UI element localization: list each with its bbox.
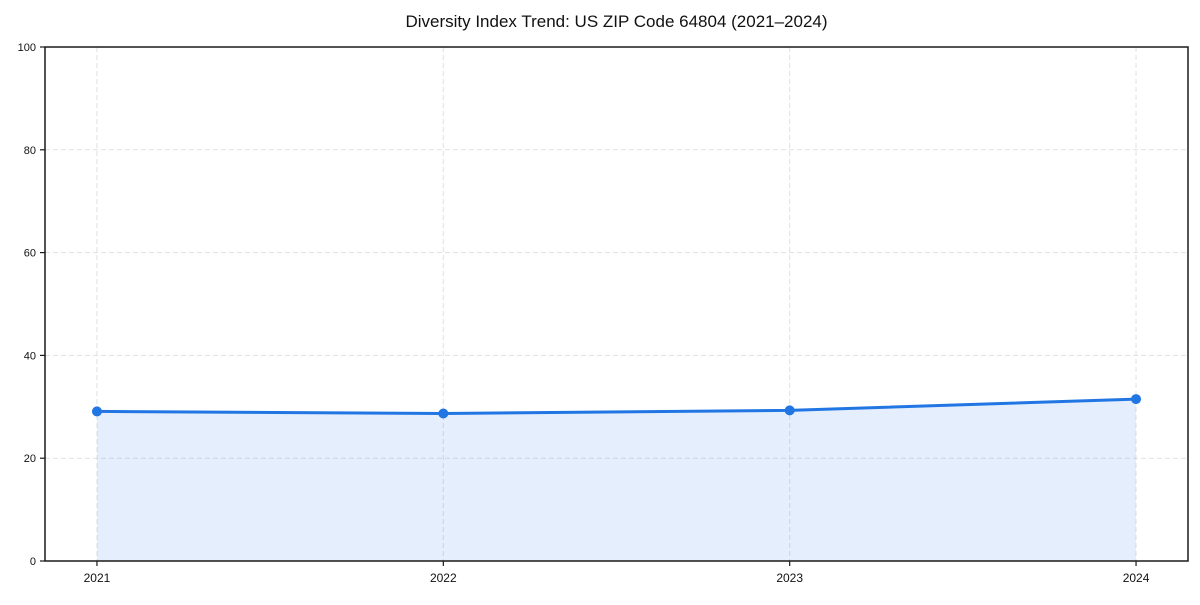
y-tick-label: 40 bbox=[24, 350, 36, 362]
y-tick-label: 20 bbox=[24, 453, 36, 465]
x-tick-label: 2023 bbox=[776, 571, 803, 585]
x-tick-label: 2024 bbox=[1123, 571, 1150, 585]
data-point-2022 bbox=[438, 408, 449, 419]
trend-line bbox=[95, 397, 1138, 415]
y-tick-label: 100 bbox=[18, 42, 36, 54]
y-tick-label: 0 bbox=[30, 556, 36, 568]
data-point-2021 bbox=[91, 406, 102, 417]
y-tick-label: 60 bbox=[24, 248, 36, 260]
x-tick-label: 2022 bbox=[430, 571, 457, 585]
plot-border bbox=[44, 46, 1189, 562]
data-point-2023 bbox=[784, 405, 795, 416]
area-fill bbox=[96, 399, 1137, 561]
y-tick-label: 80 bbox=[24, 145, 36, 157]
x-tick-label: 2021 bbox=[84, 571, 111, 585]
data-point-2024 bbox=[1131, 394, 1142, 405]
chart-title: Diversity Index Trend: US ZIP Code 64804… bbox=[405, 12, 828, 31]
